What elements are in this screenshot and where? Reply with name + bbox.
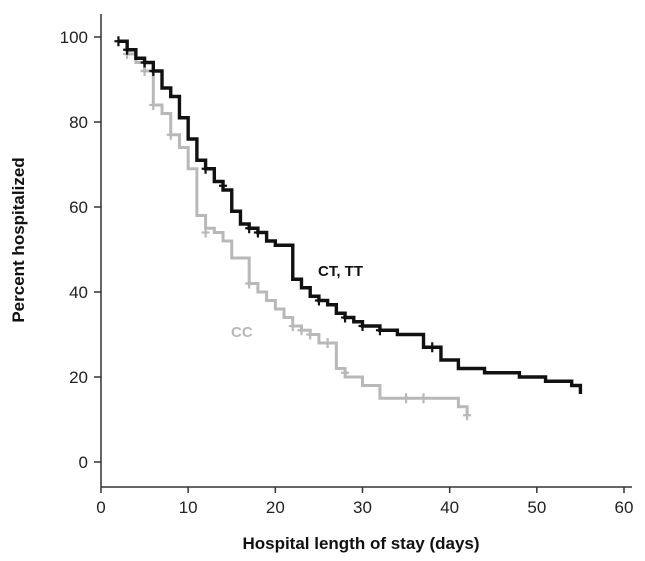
y-tick-label: 0 [79,453,88,472]
x-tick-label: 10 [179,498,198,517]
y-tick-label: 80 [69,113,88,132]
y-tick-label: 60 [69,198,88,217]
series-label-ct-tt: CT, TT [318,263,363,280]
y-tick-label: 100 [60,28,88,47]
x-tick-label: 0 [96,498,105,517]
plot-area [114,36,583,421]
y-tick-label: 40 [69,283,88,302]
axes: 0 10 20 30 40 50 60 0 20 40 60 80 100 [60,14,634,517]
x-tick-label: 30 [353,498,372,517]
x-tick-label: 60 [615,498,634,517]
series-label-cc: CC [231,324,253,341]
y-tick-label: 20 [69,368,88,387]
x-tick-label: 50 [527,498,546,517]
x-tick-label: 40 [440,498,459,517]
y-axis-title: Percent hospitalized [9,157,28,322]
series-line-cc [118,39,469,416]
x-axis-title: Hospital length of stay (days) [242,534,479,553]
series-line-ct-tt [118,39,583,394]
x-tick-label: 20 [266,498,285,517]
